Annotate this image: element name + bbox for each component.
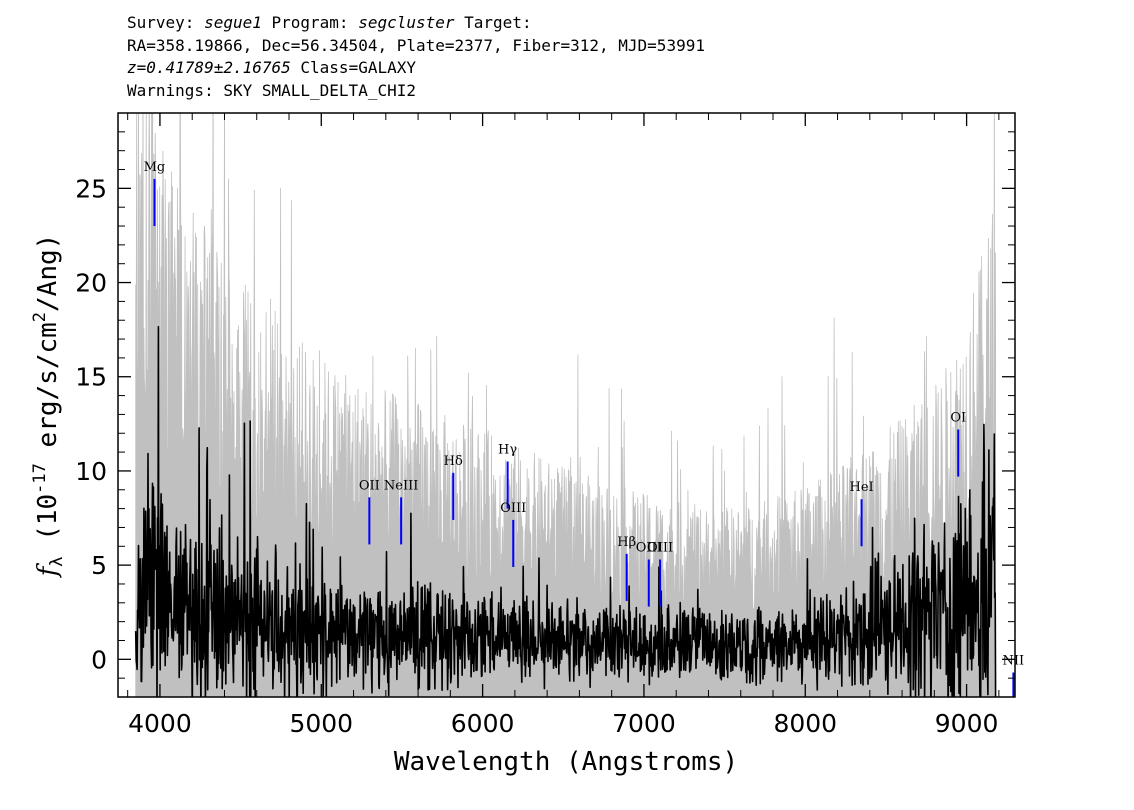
header-line-redshift: z=0.41789±2.16765 Class=GALAXY <box>127 57 705 80</box>
redshift-value: z=0.41789±2.16765 <box>127 58 291 77</box>
y-tick-label: 25 <box>75 174 107 203</box>
x-tick-label: 6000 <box>451 709 515 738</box>
y-tick-label: 10 <box>75 457 107 486</box>
program-value: segcluster <box>358 13 455 32</box>
header-line-warnings: Warnings: SKY SMALL_DELTA_CHI2 <box>127 80 416 100</box>
x-tick-label: 5000 <box>289 709 353 738</box>
line-marker-label: OIII <box>636 540 662 555</box>
y-axis-title-suffix: /Ang) <box>33 234 63 312</box>
survey-label: Survey: <box>127 13 205 32</box>
program-label: Program: <box>261 13 359 32</box>
line-marker-label: OIII <box>500 501 526 516</box>
header-line-survey: Survey: segue1 Program: segcluster Targe… <box>127 12 705 35</box>
plot-frame <box>117 112 1016 698</box>
line-marker-label: Hγ <box>498 443 517 458</box>
flux-line <box>134 325 997 697</box>
error-series <box>135 113 996 697</box>
plot-area <box>134 113 997 697</box>
line-marker-label: HeI <box>849 480 873 495</box>
x-tick-label: 7000 <box>612 709 676 738</box>
x-tick-label: 8000 <box>773 709 837 738</box>
y-axis-title: fλ (10-17 erg/s/cm2/Ang) <box>30 234 67 579</box>
y-tick-label: 20 <box>75 269 107 298</box>
line-marker-label: Mg <box>144 160 166 175</box>
y-axis-title-exponent: -17 <box>30 463 50 494</box>
y-axis-title-exponent2: 2 <box>30 312 50 322</box>
survey-value: segue1 <box>204 13 262 32</box>
line-marker-label: Hβ <box>617 535 636 550</box>
y-tick-label: 5 <box>91 551 107 580</box>
y-tick-label: 0 <box>91 645 107 674</box>
y-axis-title-units: erg/s/cm <box>33 322 63 463</box>
class-value: Class=GALAXY <box>290 58 416 77</box>
axis-ticks: 4000 5000 6000 7000 8000 9000 0 5 10 15 20 25 <box>75 112 1015 738</box>
line-marker-label: NeIII <box>384 478 418 493</box>
x-tick-label: 9000 <box>935 709 999 738</box>
line-marker-label: OI <box>950 410 966 425</box>
header-line-coordinates: RA=358.19866, Dec=56.34504, Plate=2377, … <box>127 35 705 55</box>
error-envelope <box>135 113 996 697</box>
line-marker-label: OII <box>359 478 380 493</box>
line-marker-label: Hδ <box>444 454 463 469</box>
y-axis-title-prefix: (10 <box>33 494 63 557</box>
flux-series <box>134 325 997 697</box>
spectrum-header: Survey: segue1 Program: segcluster Targe… <box>127 12 705 102</box>
target-label: Target: <box>454 13 532 32</box>
x-tick-label: 4000 <box>128 709 192 738</box>
y-axis-title-subscript: λ <box>47 556 67 566</box>
line-marker-label: OIII <box>647 540 673 555</box>
y-tick-label: 15 <box>75 363 107 392</box>
line-marker-label: NII <box>1003 654 1025 669</box>
x-axis-title: Wavelength (Angstroms) <box>394 747 738 777</box>
